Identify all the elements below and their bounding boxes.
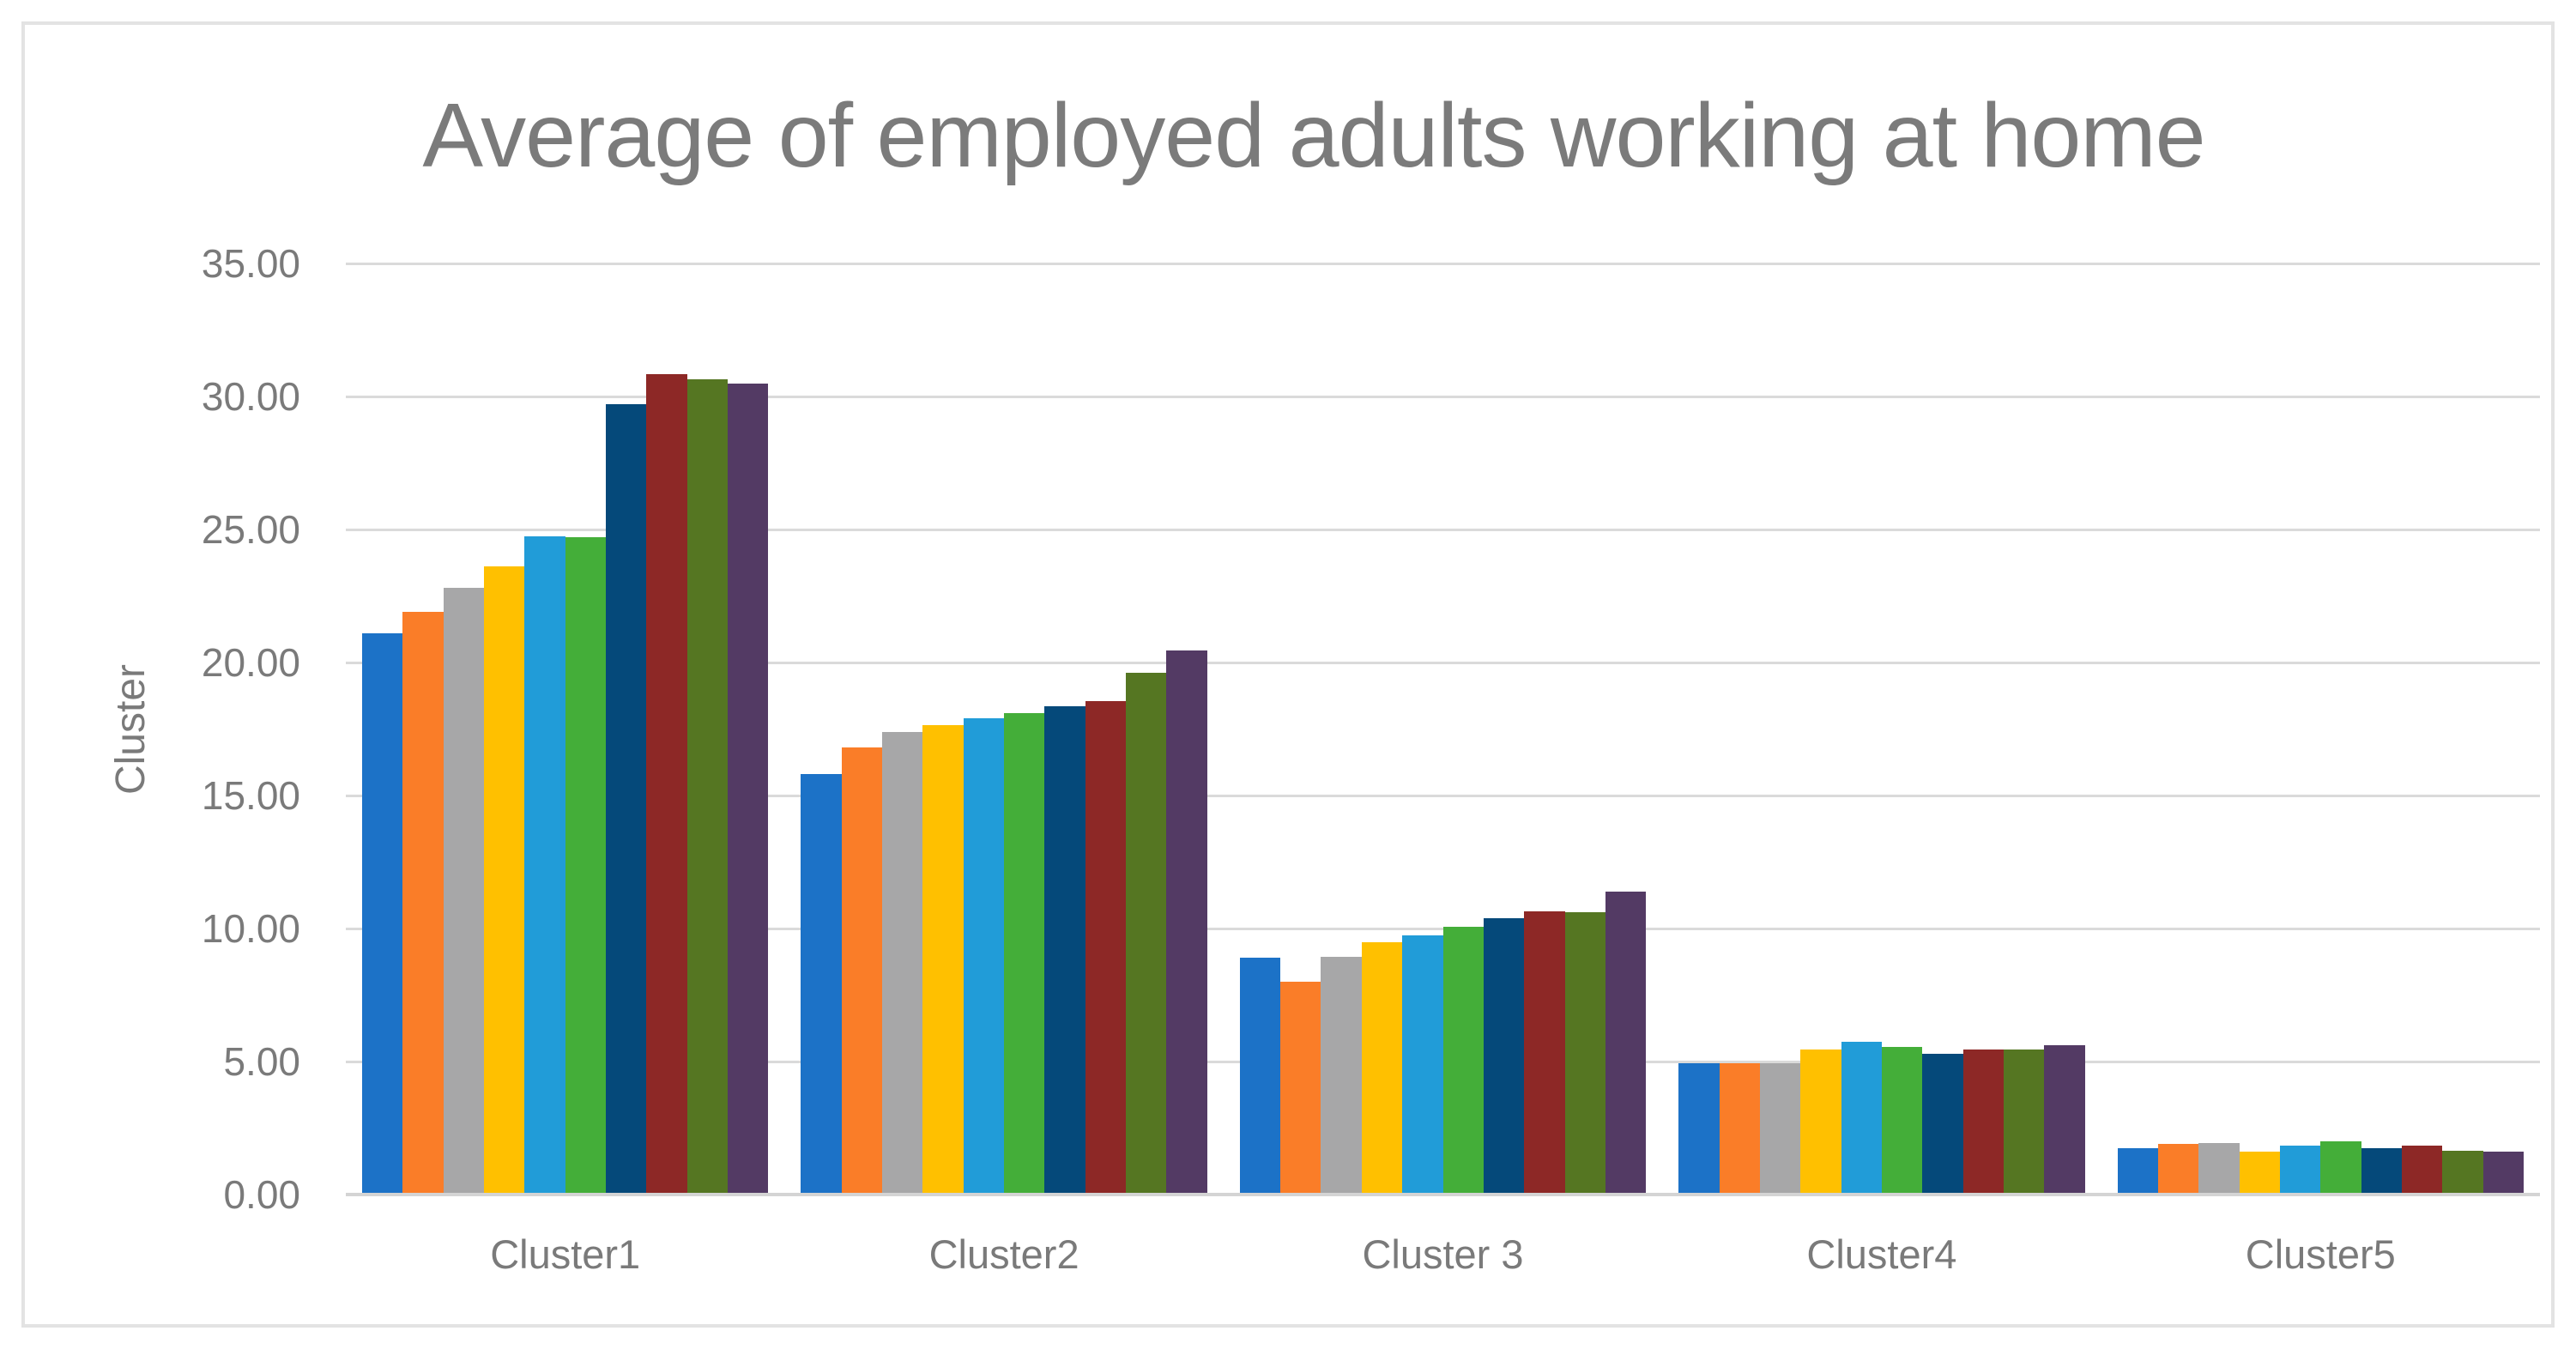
bar-series-2 — [1719, 1062, 1760, 1195]
x-axis-line — [346, 1193, 2540, 1196]
bar-series-2 — [402, 612, 444, 1195]
bar-series-4 — [484, 566, 525, 1195]
x-category-label: Cluster5 — [2245, 1231, 2396, 1277]
x-category-label: Cluster2 — [928, 1231, 1079, 1277]
bar-series-7 — [606, 404, 647, 1195]
bar-series-6 — [1442, 927, 1484, 1195]
chart-title: Average of employed adults working at ho… — [422, 85, 2205, 186]
bar-series-5 — [524, 535, 565, 1195]
bar-series-7 — [1922, 1053, 1963, 1195]
y-tick-label: 30.00 — [201, 374, 300, 419]
bar-series-6 — [2320, 1141, 2361, 1195]
bar-series-5 — [963, 718, 1005, 1195]
bar-series-10 — [2482, 1152, 2525, 1195]
bar-series-1 — [1678, 1062, 1720, 1195]
y-tick-label: 25.00 — [201, 507, 300, 552]
bar-series-8 — [1962, 1050, 2004, 1195]
bar-group — [784, 263, 1223, 1195]
plot-area — [346, 262, 2540, 1196]
bar-series-5 — [1402, 935, 1443, 1195]
bar-series-3 — [1321, 956, 1362, 1195]
y-tick-label: 5.00 — [223, 1039, 300, 1084]
bar-series-7 — [1483, 917, 1525, 1195]
gridline — [346, 262, 2540, 265]
y-tick-label: 35.00 — [201, 241, 300, 286]
bar-series-6 — [565, 537, 607, 1195]
x-category-label: Cluster4 — [1806, 1231, 1957, 1277]
x-category-label: Cluster 3 — [1362, 1231, 1524, 1277]
gridline — [346, 794, 2540, 797]
bar-series-3 — [2198, 1142, 2240, 1195]
bar-series-9 — [686, 378, 729, 1195]
bar-series-4 — [2239, 1152, 2280, 1195]
bar-series-8 — [646, 373, 687, 1195]
bar-series-9 — [1126, 673, 1167, 1195]
bar-group — [346, 263, 784, 1195]
bar-series-4 — [922, 724, 964, 1195]
bar-series-3 — [1759, 1062, 1801, 1195]
gridline — [346, 395, 2540, 398]
bar-group — [1662, 263, 2101, 1195]
bar-series-1 — [362, 632, 403, 1195]
gridline — [346, 927, 2540, 930]
bar-group — [1224, 263, 1662, 1195]
bar-series-8 — [2402, 1145, 2443, 1195]
bar-series-8 — [1085, 700, 1127, 1195]
y-tick-label: 10.00 — [201, 906, 300, 951]
bar-series-2 — [841, 747, 883, 1195]
bar-series-6 — [1881, 1046, 1923, 1195]
bar-series-5 — [2279, 1145, 2321, 1195]
y-tick-label: 0.00 — [223, 1172, 300, 1217]
bar-series-10 — [1605, 891, 1647, 1195]
bar-series-9 — [2003, 1050, 2045, 1195]
bar-series-10 — [1166, 650, 1207, 1195]
gridline — [346, 528, 2540, 531]
bar-series-3 — [443, 588, 485, 1195]
bar-series-10 — [2044, 1045, 2085, 1195]
bar-group — [2101, 263, 2540, 1195]
bar-series-9 — [2442, 1150, 2483, 1195]
bar-series-3 — [882, 731, 923, 1195]
bar-series-10 — [728, 383, 769, 1195]
bar-series-8 — [1524, 910, 1565, 1195]
bar-series-1 — [801, 774, 842, 1195]
bar-series-4 — [1361, 941, 1403, 1195]
bar-series-2 — [2157, 1144, 2199, 1195]
bar-series-1 — [1239, 958, 1281, 1195]
bar-series-7 — [2361, 1147, 2402, 1195]
bar-series-5 — [1841, 1041, 1882, 1195]
bar-series-4 — [1800, 1050, 1841, 1195]
bar-series-7 — [1044, 706, 1085, 1195]
gridline — [346, 661, 2540, 664]
bar-series-6 — [1004, 712, 1045, 1195]
bar-series-1 — [2117, 1147, 2158, 1195]
bar-series-9 — [1564, 912, 1605, 1195]
y-tick-label: 15.00 — [201, 773, 300, 818]
y-tick-label: 20.00 — [201, 640, 300, 685]
bar-series-2 — [1280, 982, 1321, 1195]
x-category-label: Cluster1 — [490, 1231, 641, 1277]
